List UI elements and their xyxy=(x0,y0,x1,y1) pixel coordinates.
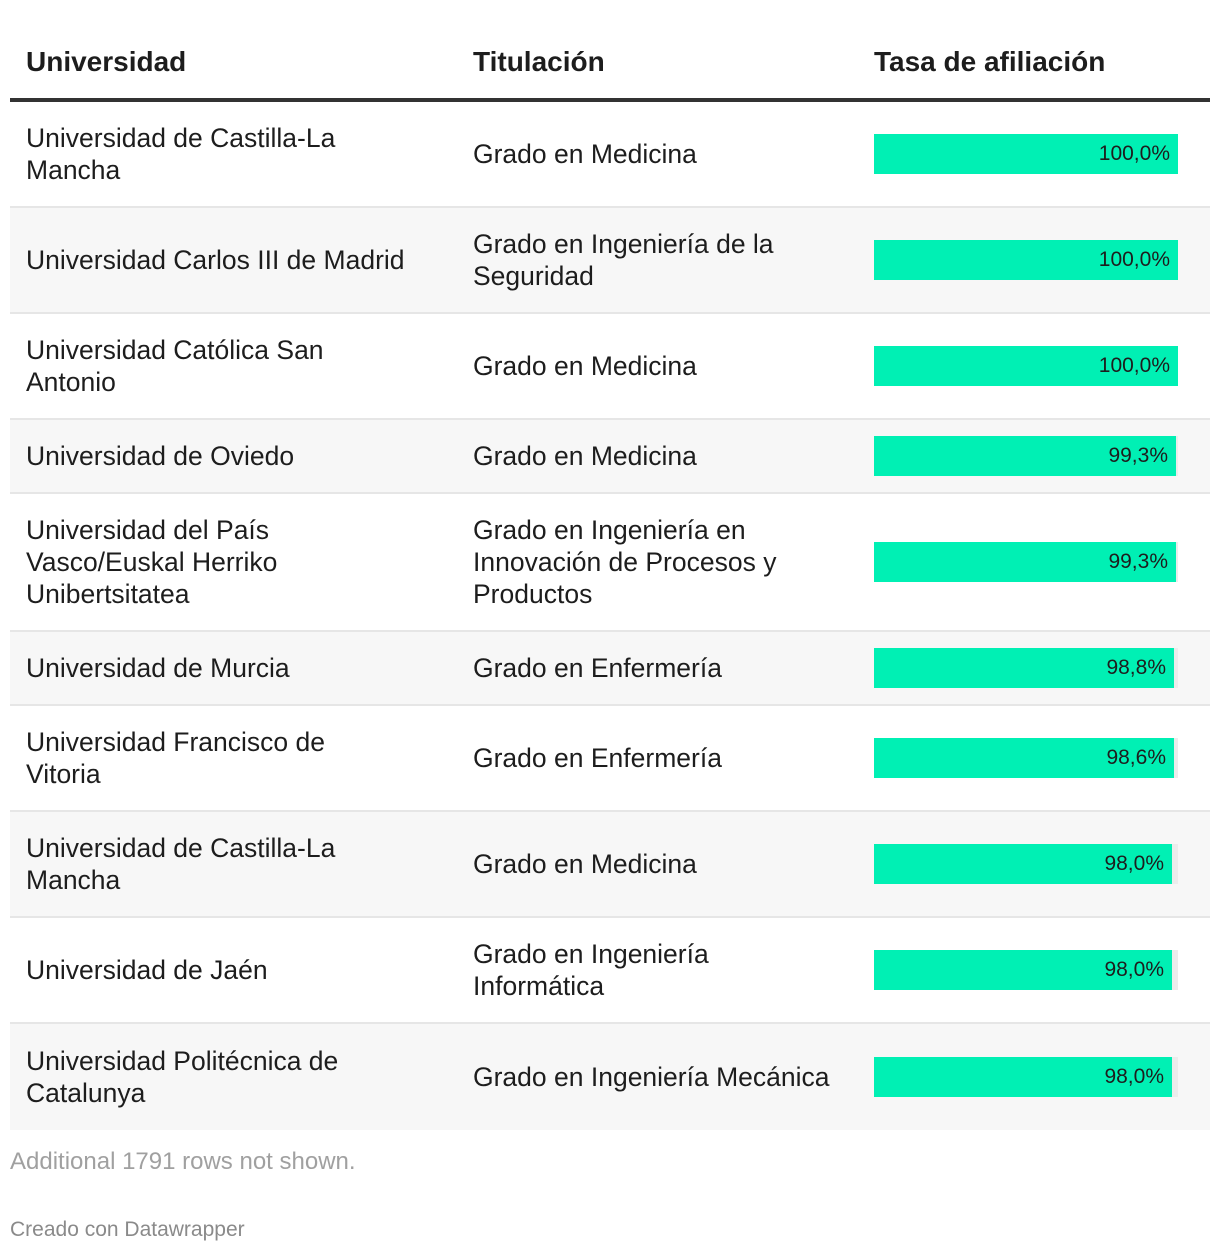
table-row: Universidad de Murcia Grado en Enfermería… xyxy=(10,632,1210,706)
table-row: Universidad de Castilla-La Mancha Grado e… xyxy=(10,102,1210,208)
bar-track: 99,3% xyxy=(874,542,1178,582)
table-header: Universidad Titulación Tasa de afiliació… xyxy=(10,0,1210,102)
bar-track: 98,0% xyxy=(874,844,1178,884)
cell-titulacion: Grado en Medicina xyxy=(473,351,697,381)
bar-value-label: 98,0% xyxy=(1104,958,1164,981)
cell-tasa: 98,8% xyxy=(874,632,1178,704)
bar xyxy=(874,648,1174,688)
bar-value-label: 99,3% xyxy=(1108,550,1168,573)
table-body: Universidad de Castilla-La Mancha Grado e… xyxy=(10,102,1210,1130)
cell-titulacion: Grado en Ingeniería Mecánica xyxy=(473,1062,830,1092)
cell-titulacion: Grado en Enfermería xyxy=(473,653,722,683)
cell-titulacion: Grado en Ingeniería Informática xyxy=(473,939,709,1001)
cell-universidad: Universidad del País Vasco/Euskal Herrik… xyxy=(26,515,278,609)
cell-universidad: Universidad Politécnica de Catalunya xyxy=(26,1046,339,1108)
cell-tasa: 98,6% xyxy=(874,706,1178,810)
bar xyxy=(874,844,1172,884)
bar-track: 98,8% xyxy=(874,648,1178,688)
table-row: Universidad Francisco de Vitoria Grado en… xyxy=(10,706,1210,812)
cell-universidad: Universidad de Oviedo xyxy=(26,441,295,471)
bar-track: 100,0% xyxy=(874,240,1178,280)
table-row: Universidad Politécnica de Catalunya Grad… xyxy=(10,1024,1210,1130)
cell-titulacion: Grado en Medicina xyxy=(473,441,697,471)
cell-tasa: 98,0% xyxy=(874,1024,1178,1130)
bar-track: 100,0% xyxy=(874,134,1178,174)
cell-titulacion: Grado en Medicina xyxy=(473,849,697,879)
cell-universidad: Universidad Carlos III de Madrid xyxy=(26,245,405,275)
table: Universidad Titulación Tasa de afiliació… xyxy=(10,0,1210,1130)
table-row: Universidad Católica San Antonio Grado en… xyxy=(10,314,1210,420)
cell-tasa: 99,3% xyxy=(874,420,1178,492)
cell-titulacion: Grado en Ingeniería de la Seguridad xyxy=(473,229,774,291)
bar-value-label: 98,0% xyxy=(1104,1065,1164,1088)
cell-tasa: 98,0% xyxy=(874,918,1178,1022)
cell-universidad: Universidad Francisco de Vitoria xyxy=(26,727,325,789)
bar-value-label: 98,0% xyxy=(1104,852,1164,875)
cell-tasa: 98,0% xyxy=(874,812,1178,916)
table-row: Universidad de Jaén Grado en Ingeniería I… xyxy=(10,918,1210,1024)
cell-universidad: Universidad Católica San Antonio xyxy=(26,335,324,397)
bar xyxy=(874,738,1174,778)
bar-value-label: 98,8% xyxy=(1106,656,1166,679)
bar-track: 100,0% xyxy=(874,346,1178,386)
table-row: Universidad de Oviedo Grado en Medicina 99… xyxy=(10,420,1210,494)
bar-track: 99,3% xyxy=(874,436,1178,476)
cell-universidad: Universidad de Murcia xyxy=(26,653,290,683)
table-row: Universidad de Castilla-La Mancha Grado e… xyxy=(10,812,1210,918)
bar xyxy=(874,240,1178,280)
cell-tasa: 99,3% xyxy=(874,494,1178,630)
bar-value-label: 100,0% xyxy=(1098,248,1170,271)
cell-tasa: 100,0% xyxy=(874,314,1178,418)
cell-universidad: Universidad de Castilla-La Mancha xyxy=(26,123,336,185)
column-header-universidad[interactable]: Universidad xyxy=(26,46,187,77)
bar-track: 98,6% xyxy=(874,738,1178,778)
cell-titulacion: Grado en Ingeniería en Innovación de Pro… xyxy=(473,515,777,609)
bar xyxy=(874,1057,1172,1097)
bar xyxy=(874,134,1178,174)
cell-tasa: 100,0% xyxy=(874,102,1178,206)
bar-value-label: 100,0% xyxy=(1098,142,1170,165)
bar xyxy=(874,950,1172,990)
bar-value-label: 98,6% xyxy=(1106,746,1166,769)
bar xyxy=(874,436,1176,476)
cell-tasa: 100,0% xyxy=(874,208,1178,312)
column-header-tasa[interactable]: Tasa de afiliación xyxy=(874,46,1106,77)
bar-track: 98,0% xyxy=(874,1057,1178,1097)
cell-universidad: Universidad de Jaén xyxy=(26,955,268,985)
cell-titulacion: Grado en Enfermería xyxy=(473,743,722,773)
datawrapper-credit[interactable]: Creado con Datawrapper xyxy=(10,1218,245,1241)
table-notes: Additional 1791 rows not shown. xyxy=(10,1148,356,1175)
column-header-titulacion[interactable]: Titulación xyxy=(473,46,605,77)
bar xyxy=(874,346,1178,386)
bar-value-label: 99,3% xyxy=(1108,444,1168,467)
bar-value-label: 100,0% xyxy=(1098,354,1170,377)
bar xyxy=(874,542,1176,582)
cell-titulacion: Grado en Medicina xyxy=(473,139,697,169)
table-row: Universidad del País Vasco/Euskal Herrik… xyxy=(10,494,1210,632)
bar-track: 98,0% xyxy=(874,950,1178,990)
table-row: Universidad Carlos III de Madrid Grado en… xyxy=(10,208,1210,314)
cell-universidad: Universidad de Castilla-La Mancha xyxy=(26,833,336,895)
